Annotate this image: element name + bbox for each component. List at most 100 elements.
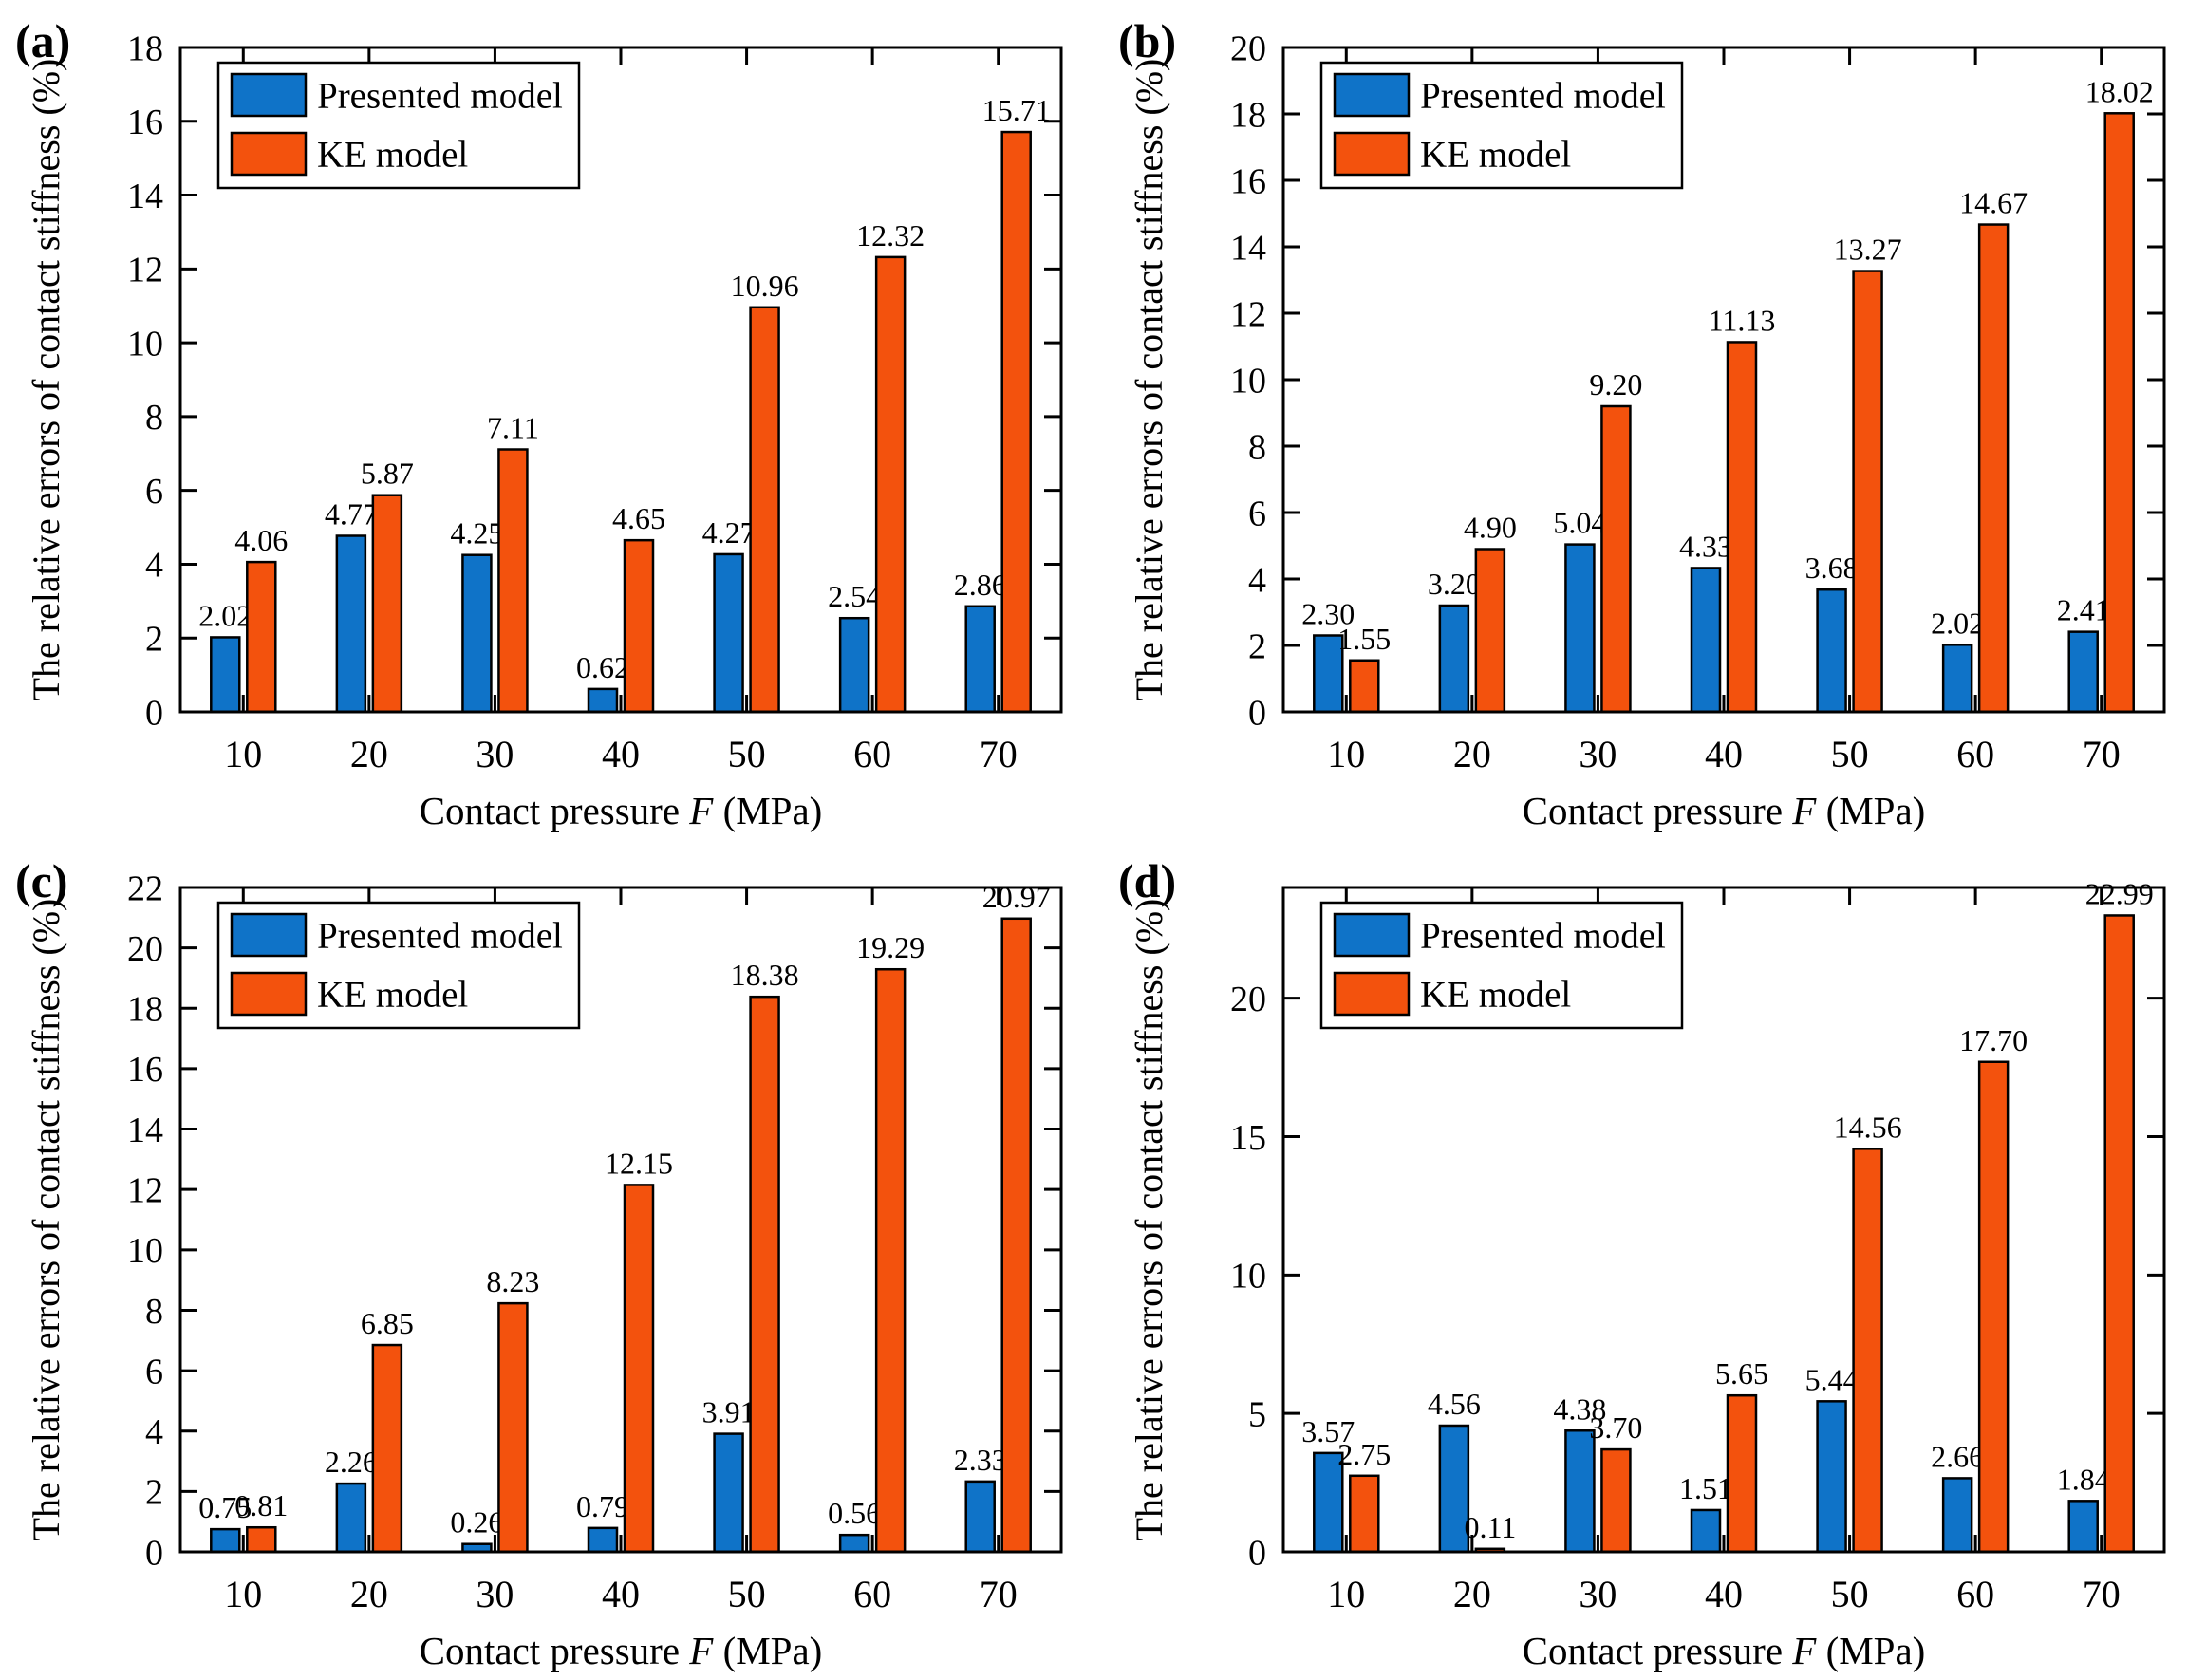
bar-ke-model-10 xyxy=(1349,659,1380,714)
bar-value-label: 0.62 xyxy=(576,650,629,684)
legend-swatch-presented-model xyxy=(1333,912,1411,958)
bar-presented-model-50 xyxy=(1816,1400,1847,1554)
y-tick-label: 6 xyxy=(145,472,163,512)
plot-border xyxy=(1281,46,2166,714)
bar-ke-model-50 xyxy=(749,995,780,1554)
bar-value-label: 7.11 xyxy=(487,411,539,445)
y-tick-label: 18 xyxy=(1230,95,1266,135)
legend-label: KE model xyxy=(317,135,468,176)
bar-presented-model-60 xyxy=(838,1533,870,1554)
y-tick-label: 2 xyxy=(1248,626,1266,666)
bar-value-label: 2.54 xyxy=(828,579,881,613)
bar-value-label: 12.32 xyxy=(856,218,925,252)
x-tick-label: 30 xyxy=(476,733,514,775)
x-tick-label: 60 xyxy=(853,733,891,775)
bar-value-label: 12.15 xyxy=(605,1146,673,1180)
panel-tag-b: (b) xyxy=(1118,14,1177,67)
bar-value-label: 22.99 xyxy=(2085,876,2154,910)
legend-label: Presented model xyxy=(317,76,563,117)
bar-value-label: 2.02 xyxy=(198,598,252,632)
bar-value-label: 15.71 xyxy=(982,93,1051,127)
bar-value-label: 6.85 xyxy=(361,1306,414,1340)
legend-swatch-ke-model xyxy=(1333,971,1411,1017)
bar-value-label: 3.68 xyxy=(1805,551,1859,585)
bar-presented-model-60 xyxy=(1941,644,1973,714)
bar-presented-model-70 xyxy=(2067,1500,2099,1554)
panel-tag-d: (d) xyxy=(1118,854,1177,907)
bar-presented-model-10 xyxy=(1313,1451,1344,1554)
bar-value-label: 2.30 xyxy=(1301,597,1355,631)
bar-presented-model-30 xyxy=(1564,543,1596,714)
y-tick-label: 14 xyxy=(1230,228,1266,268)
x-axis-label: Contact pressure F (MPa) xyxy=(1523,789,1926,832)
y-tick-label: 10 xyxy=(1230,361,1266,401)
panel-tag-c: (c) xyxy=(15,854,68,907)
x-tick-label: 30 xyxy=(476,1573,514,1615)
bar-presented-model-70 xyxy=(2067,630,2099,714)
bar-presented-model-70 xyxy=(964,1480,996,1554)
bar-ke-model-50 xyxy=(1852,270,1883,714)
bar-value-label: 0.56 xyxy=(828,1496,881,1530)
bar-value-label: 14.67 xyxy=(1959,186,2028,220)
legend-swatch-presented-model xyxy=(230,912,308,958)
chart-c: 0 2 4 6 8 10 12 14 16 18 20 22 0.75 2.26 0.26 0.79 3.91 0… xyxy=(25,868,1063,1672)
y-axis-label: The relative errors of contact stiffness… xyxy=(1128,899,1170,1541)
x-tick-label: 70 xyxy=(980,1573,1018,1615)
bar-value-label: 0.75 xyxy=(198,1490,252,1524)
y-tick-label: 8 xyxy=(1248,427,1266,467)
chart-d: 0 5 10 15 20 3.57 4.56 4.38 1.51 5.44 2.66 1.84 2.75… xyxy=(1128,876,2166,1672)
x-tick-label: 20 xyxy=(1453,733,1491,775)
y-tick-label: 4 xyxy=(145,546,163,586)
y-tick-label: 4 xyxy=(1248,560,1266,600)
bar-value-label: 3.20 xyxy=(1428,567,1481,601)
bar-ke-model-30 xyxy=(497,448,529,714)
y-axis-label: The relative errors of contact stiffness… xyxy=(25,59,67,701)
y-tick-label: 22 xyxy=(127,868,163,908)
bar-ke-model-20 xyxy=(371,494,403,714)
x-tick-label: 50 xyxy=(728,1573,766,1615)
y-tick-label: 10 xyxy=(127,324,163,364)
bar-presented-model-30 xyxy=(1564,1429,1596,1554)
y-tick-label: 16 xyxy=(127,1050,163,1090)
y-tick-label: 10 xyxy=(1230,1257,1266,1297)
x-tick-label: 20 xyxy=(350,1573,388,1615)
bar-value-label: 18.38 xyxy=(731,958,799,992)
legend-swatch-ke-model xyxy=(230,131,308,177)
bar-value-label: 18.02 xyxy=(2085,74,2154,108)
bar-value-label: 17.70 xyxy=(1959,1023,2028,1057)
x-tick-label: 60 xyxy=(1956,733,1994,775)
bar-value-label: 4.90 xyxy=(1464,511,1517,545)
bar-value-label: 2.26 xyxy=(325,1445,378,1479)
bar-presented-model-40 xyxy=(587,687,619,714)
bar-presented-model-40 xyxy=(1690,567,1722,714)
bar-ke-model-70 xyxy=(1000,130,1032,714)
bar-value-label: 2.66 xyxy=(1931,1439,1984,1473)
y-tick-label: 14 xyxy=(127,177,163,216)
y-tick-label: 16 xyxy=(1230,161,1266,201)
bar-ke-model-60 xyxy=(1977,1060,2010,1554)
bar-ke-model-40 xyxy=(623,1184,655,1554)
x-tick-label: 10 xyxy=(1327,733,1365,775)
x-tick-label: 20 xyxy=(350,733,388,775)
y-tick-label: 2 xyxy=(145,1473,163,1513)
bar-value-label: 1.84 xyxy=(2057,1462,2110,1496)
y-tick-label: 8 xyxy=(145,1292,163,1332)
bar-value-label: 11.13 xyxy=(1709,303,1776,337)
x-tick-label: 10 xyxy=(224,1573,262,1615)
legend-swatch-ke-model xyxy=(1333,131,1411,177)
x-tick-label: 10 xyxy=(224,733,262,775)
bar-ke-model-20 xyxy=(1474,548,1506,714)
y-tick-label: 18 xyxy=(127,28,163,68)
bar-value-label: 14.56 xyxy=(1834,1110,1902,1144)
bar-presented-model-70 xyxy=(964,605,996,714)
x-tick-label: 30 xyxy=(1579,733,1617,775)
bar-value-label: 4.65 xyxy=(612,501,665,535)
y-tick-label: 6 xyxy=(145,1352,163,1391)
legend-label: Presented model xyxy=(317,916,563,957)
legend-label: Presented model xyxy=(1420,916,1666,957)
bar-value-label: 0.81 xyxy=(234,1488,288,1522)
bar-value-label: 4.27 xyxy=(702,515,756,550)
bar-presented-model-40 xyxy=(587,1526,619,1554)
bar-value-label: 5.04 xyxy=(1553,506,1606,540)
x-tick-label: 40 xyxy=(1705,733,1743,775)
